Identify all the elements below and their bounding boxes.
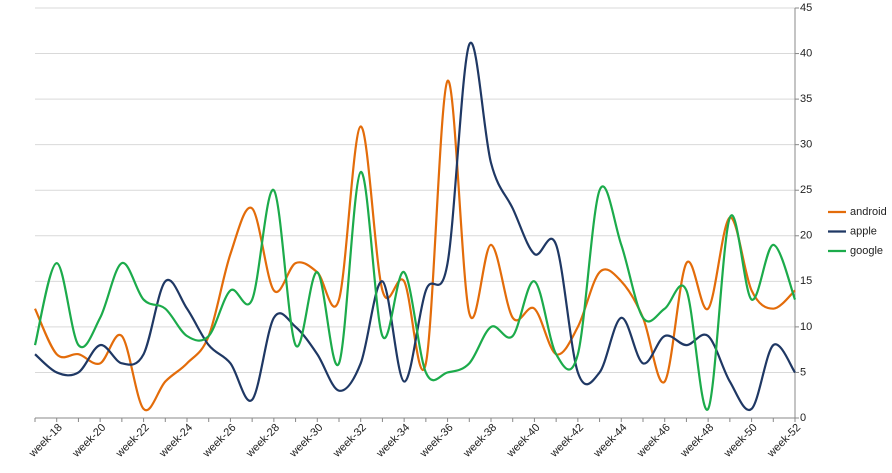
legend-label: android bbox=[850, 206, 887, 218]
x-tick-label: week-38 bbox=[461, 422, 500, 461]
line-series bbox=[34, 79, 796, 412]
x-tick-label: week-26 bbox=[200, 422, 239, 461]
y-tick-label: 0 bbox=[800, 412, 806, 424]
y-tick-label: 15 bbox=[800, 275, 812, 287]
x-tick-label: week-52 bbox=[765, 422, 804, 461]
x-tick-label: week-44 bbox=[591, 422, 630, 461]
x-tick-label: week-24 bbox=[157, 422, 196, 461]
x-tick-label: week-46 bbox=[634, 422, 673, 461]
x-tick-label: week-30 bbox=[287, 422, 326, 461]
x-tick-label: week-28 bbox=[243, 422, 282, 461]
line-series bbox=[33, 170, 797, 411]
x-tick-label: week-18 bbox=[26, 422, 65, 461]
line-series bbox=[34, 41, 796, 412]
x-tick-label: week-22 bbox=[113, 422, 152, 461]
y-tick-label: 30 bbox=[800, 139, 812, 151]
x-tick-label: week-34 bbox=[374, 422, 413, 461]
x-tick-label: week-50 bbox=[721, 422, 760, 461]
x-tick-label: week-36 bbox=[417, 422, 456, 461]
x-tick-label: week-32 bbox=[330, 422, 369, 461]
x-tick-label: week-40 bbox=[504, 422, 543, 461]
legend-label: google bbox=[850, 245, 883, 257]
y-tick-label: 20 bbox=[800, 230, 812, 242]
x-tick-label: week-42 bbox=[547, 422, 586, 461]
legend-label: apple bbox=[850, 225, 877, 237]
x-tick-label: week-20 bbox=[70, 422, 109, 461]
x-tick-label: week-48 bbox=[678, 422, 717, 461]
y-tick-label: 40 bbox=[800, 47, 812, 59]
y-tick-label: 45 bbox=[800, 2, 812, 14]
y-tick-label: 35 bbox=[800, 93, 812, 105]
y-tick-label: 25 bbox=[800, 184, 812, 196]
y-tick-label: 5 bbox=[800, 366, 806, 378]
y-tick-label: 10 bbox=[800, 321, 812, 333]
